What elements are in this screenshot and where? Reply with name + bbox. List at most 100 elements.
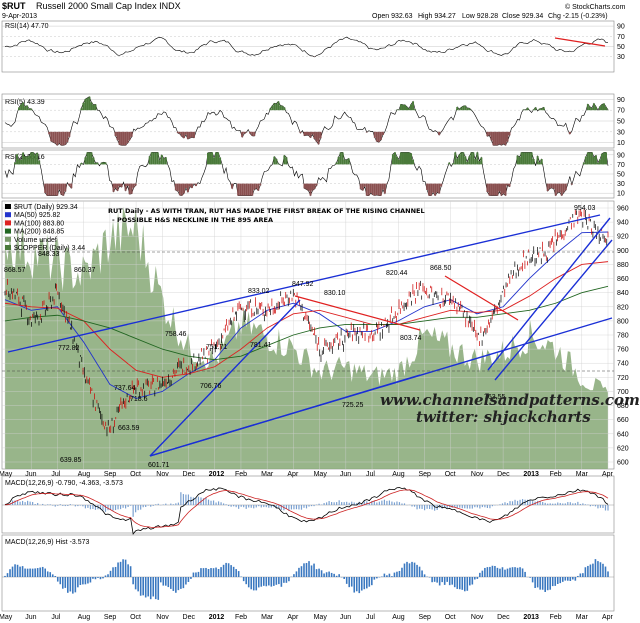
legend-entry: MA(100) 883.80: [14, 220, 64, 227]
price-label: 737.64: [114, 385, 136, 392]
price-label: 663.59: [118, 425, 140, 432]
x-axis-label: Jul: [366, 471, 375, 478]
rsi14-tick: 50: [617, 44, 625, 51]
price-y-tick: 900: [617, 248, 629, 255]
price-y-tick: 800: [617, 318, 629, 325]
price-y-tick: 760: [617, 347, 629, 354]
legend-swatch: [5, 204, 11, 209]
price-label: 718.6: [130, 396, 148, 403]
x-axis-label: Feb: [550, 471, 562, 478]
x-axis-label-bottom: Nov: [156, 614, 169, 621]
price-y-tick: 700: [617, 389, 629, 396]
x-axis-label: May: [314, 471, 328, 478]
ma100-line: [4, 261, 609, 378]
rsi14-label: RSI(14) 47.70: [5, 23, 49, 30]
price-label: 751.71: [206, 344, 228, 351]
x-axis-label-bottom: Nov: [471, 614, 484, 621]
price-y-tick: 880: [617, 262, 629, 269]
x-axis-label: Nov: [156, 471, 169, 478]
x-axis-label: Apr: [602, 471, 614, 478]
hist-label: MACD(12,26,9) Hist -3.573: [5, 539, 90, 546]
x-axis-label: Dec: [497, 471, 510, 478]
rsi5-label: RSI(5) 43.39: [5, 99, 45, 106]
rsi2-tick: 90: [617, 152, 625, 159]
price-label: 763.55: [484, 394, 506, 401]
x-axis-label: Sep: [104, 471, 117, 478]
x-axis-label-bottom: Oct: [130, 614, 141, 621]
x-axis-label: Mar: [576, 471, 589, 478]
x-axis-label-bottom: Dec: [183, 614, 196, 621]
rsi5-tick: 50: [617, 119, 625, 126]
x-axis-label: May: [0, 471, 13, 478]
x-axis-label: Apr: [287, 471, 299, 478]
rising-channel-lower: [494, 239, 613, 381]
x-axis-label-bottom: Jul: [366, 614, 375, 621]
annotation-line-2: - POSSIBLE H&S NECKLINE IN THE 895 AREA: [112, 216, 273, 224]
rsi2-tick: 70: [617, 162, 625, 169]
x-axis-label-bottom: Sep: [418, 614, 431, 621]
upper-channel-line: [7, 214, 601, 353]
rsi5-tick: 30: [617, 129, 625, 136]
x-axis-label: Feb: [235, 471, 247, 478]
x-axis-label-bottom: Jun: [25, 614, 36, 621]
trendline-2012: [149, 299, 301, 457]
price-y-tick: 940: [617, 220, 629, 227]
rising-channel-upper: [487, 217, 611, 371]
price-label: 868.50: [430, 265, 452, 272]
legend-swatch: [5, 220, 11, 226]
legend-swatch: [5, 228, 11, 234]
price-y-tick: 920: [617, 234, 629, 241]
price-label: 601.71: [148, 462, 170, 469]
annotation-line-1: RUT Daily - AS WITH TRAN, RUT HAS MADE T…: [108, 207, 425, 215]
x-axis-label-bottom: May: [314, 614, 328, 621]
legend-swatch: [5, 212, 11, 218]
chart-symbol: $RUT: [2, 1, 26, 11]
macd-label: MACD(12,26,9) -0.790, -4.363, -3.573: [5, 480, 123, 487]
price-label: 868.57: [4, 267, 26, 274]
x-axis-label: Oct: [130, 471, 141, 478]
price-label: 706.76: [200, 383, 222, 390]
x-axis-label: Sep: [418, 471, 431, 478]
price-y-tick: 660: [617, 417, 629, 424]
price-label: 725.25: [342, 402, 364, 409]
x-axis-label-bottom: Aug: [78, 614, 91, 621]
price-label: 848.33: [38, 251, 60, 258]
rsi14-tick: 70: [617, 34, 625, 41]
copyright: © StockCharts.com: [565, 3, 626, 11]
watermark-url: www.channelsandpatterns.com: [380, 391, 640, 409]
x-axis-label-bottom: Jun: [340, 614, 351, 621]
high-value: High 934.27: [418, 13, 456, 20]
chart-name: Russell 2000 Small Cap Index INDX: [36, 1, 181, 11]
price-label: 830.10: [324, 290, 346, 297]
x-axis-label: Aug: [392, 471, 405, 478]
x-axis-label-bottom: Aug: [392, 614, 405, 621]
x-axis-label-bottom: Oct: [445, 614, 456, 621]
price-y-tick: 620: [617, 445, 629, 452]
price-y-tick: 780: [617, 333, 629, 340]
legend-entry: MA(200) 848.85: [14, 229, 64, 236]
rsi5-tick: 70: [617, 108, 625, 115]
chart-date: 9-Apr-2013: [2, 13, 37, 20]
legend-entry: MA(50) 925.82: [14, 212, 60, 219]
price-y-tick: 720: [617, 375, 629, 382]
x-axis-label-bottom: 2012: [209, 614, 225, 621]
x-axis-label: Mar: [261, 471, 274, 478]
close-value: Close 929.34: [502, 13, 543, 20]
rsi14-tick: 90: [617, 24, 625, 31]
x-axis-label: Dec: [183, 471, 196, 478]
x-axis-label-bottom: Dec: [497, 614, 510, 621]
rsi14-line: [4, 36, 609, 58]
price-y-tick: 600: [617, 460, 629, 467]
hist-panel: [1, 534, 615, 612]
price-y-tick: 960: [617, 206, 629, 213]
chg-value: Chg -2.15 (-0.23%): [548, 13, 608, 20]
x-axis-label-bottom: Mar: [261, 614, 274, 621]
red-trendline-2: [444, 275, 519, 321]
rsi5-tick: 90: [617, 97, 625, 104]
x-axis-label-bottom: 2013: [523, 614, 539, 621]
ma50-line: [4, 231, 609, 399]
x-axis-label-bottom: Feb: [235, 614, 247, 621]
red-trendline-1: [294, 295, 421, 331]
x-axis-label-bottom: Apr: [287, 614, 299, 621]
